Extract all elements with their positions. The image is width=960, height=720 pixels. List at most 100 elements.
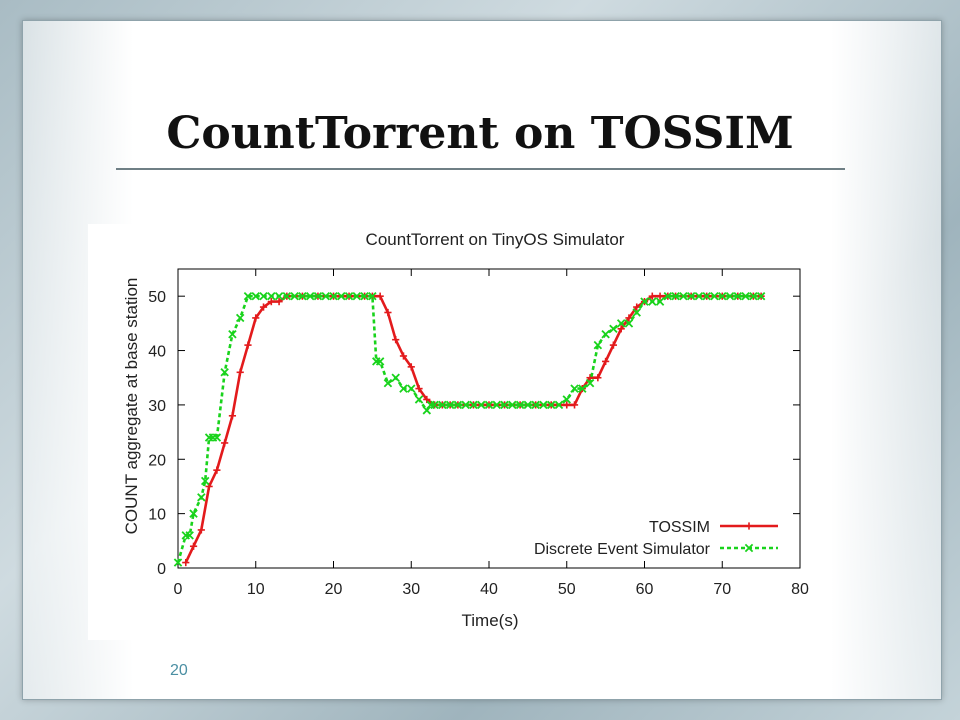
marker-stroke bbox=[655, 297, 665, 306]
data-point-des bbox=[212, 433, 222, 442]
x-tick-label: 80 bbox=[791, 581, 809, 598]
data-point-des bbox=[686, 291, 696, 301]
marker-stroke bbox=[212, 433, 222, 442]
data-point-des bbox=[749, 291, 758, 301]
data-point-des bbox=[251, 291, 260, 301]
marker-stroke bbox=[679, 291, 688, 301]
marker-stroke bbox=[189, 509, 198, 518]
marker-stroke bbox=[671, 291, 680, 301]
data-point-des bbox=[562, 395, 571, 404]
data-point-des bbox=[756, 291, 766, 301]
marker-stroke bbox=[749, 291, 758, 301]
slide-title: CountTorrent on TOSSIM bbox=[166, 108, 794, 159]
data-point-tossim bbox=[656, 292, 664, 300]
data-point-des bbox=[368, 291, 377, 301]
marker-stroke bbox=[710, 291, 719, 301]
data-point-tossim bbox=[570, 401, 579, 409]
x-tick-label: 60 bbox=[636, 581, 654, 598]
series-line-des bbox=[176, 294, 762, 563]
data-point-des bbox=[624, 319, 634, 328]
chart-title: CountTorrent on TinyOS Simulator bbox=[366, 230, 625, 249]
marker-stroke bbox=[235, 313, 245, 323]
marker-stroke bbox=[282, 291, 292, 301]
data-point-des bbox=[352, 291, 362, 301]
x-axis-label: Time(s) bbox=[462, 611, 519, 630]
marker-stroke bbox=[251, 291, 260, 301]
y-tick-label: 40 bbox=[148, 344, 166, 361]
marker-stroke bbox=[531, 400, 540, 410]
data-point-des bbox=[578, 384, 587, 393]
marker-stroke bbox=[609, 324, 618, 334]
data-point-des bbox=[407, 384, 416, 393]
y-tick-label: 30 bbox=[148, 398, 166, 415]
data-point-tossim bbox=[392, 336, 400, 344]
data-point-des bbox=[360, 291, 369, 301]
marker-stroke bbox=[290, 291, 299, 301]
data-point-des bbox=[391, 373, 400, 382]
marker-stroke bbox=[702, 291, 711, 301]
marker-stroke bbox=[274, 291, 284, 301]
data-point-des bbox=[648, 297, 657, 306]
data-point-des bbox=[173, 558, 183, 567]
x-tick-label: 0 bbox=[174, 581, 183, 598]
data-point-des bbox=[500, 400, 509, 410]
data-point-des bbox=[461, 400, 470, 410]
data-point-tossim bbox=[617, 325, 625, 333]
marker-stroke bbox=[546, 400, 556, 410]
marker-stroke bbox=[228, 329, 237, 339]
data-point-des bbox=[375, 357, 385, 366]
title-divider bbox=[116, 168, 845, 170]
x-tick-label: 10 bbox=[247, 581, 265, 598]
marker-stroke bbox=[632, 308, 641, 317]
data-point-des bbox=[546, 400, 556, 410]
marker-stroke bbox=[578, 384, 587, 393]
data-point-des bbox=[422, 406, 432, 415]
marker-stroke bbox=[469, 400, 478, 410]
data-point-tossim bbox=[275, 298, 283, 306]
data-point-des bbox=[640, 297, 649, 306]
data-point-des bbox=[671, 291, 680, 301]
marker-stroke bbox=[422, 406, 432, 415]
data-point-des bbox=[305, 291, 315, 301]
marker-stroke bbox=[500, 400, 509, 410]
data-point-des bbox=[200, 476, 210, 486]
data-point-des bbox=[235, 313, 245, 323]
data-point-des bbox=[185, 531, 194, 540]
marker-stroke bbox=[399, 384, 408, 393]
data-point-des bbox=[523, 400, 533, 410]
marker-stroke bbox=[383, 378, 393, 388]
data-point-des bbox=[593, 340, 603, 350]
data-point-des bbox=[585, 378, 595, 388]
marker-stroke bbox=[694, 291, 704, 301]
marker-stroke bbox=[329, 291, 338, 301]
data-point-des bbox=[616, 319, 626, 328]
data-point-des bbox=[570, 384, 579, 393]
data-point-des bbox=[344, 291, 354, 301]
data-point-des bbox=[228, 329, 237, 339]
marker-stroke bbox=[733, 291, 743, 301]
data-point-des bbox=[515, 400, 525, 410]
data-point-des bbox=[531, 400, 540, 410]
plot-area: 0 10 20 30 40 50 60 70 80 0 10 20 30 40 50 bbox=[148, 268, 809, 598]
data-point-des bbox=[702, 291, 711, 301]
data-point-des bbox=[601, 329, 610, 339]
marker-stroke bbox=[414, 395, 424, 404]
marker-stroke bbox=[640, 297, 649, 306]
marker-stroke bbox=[756, 291, 766, 301]
data-point-tossim bbox=[384, 308, 392, 317]
data-point-des bbox=[484, 400, 494, 410]
data-point-des bbox=[274, 291, 284, 301]
chart-legend: TOSSIM Discrete Event Simulator bbox=[534, 519, 778, 558]
data-point-tossim bbox=[407, 363, 415, 371]
marker-stroke bbox=[438, 400, 447, 410]
data-point-tossim bbox=[252, 314, 260, 322]
data-point-des bbox=[476, 400, 486, 410]
marker-stroke bbox=[430, 400, 439, 410]
data-point-tossim bbox=[563, 401, 571, 409]
data-point-des bbox=[259, 291, 268, 301]
marker-stroke bbox=[686, 291, 696, 301]
marker-stroke bbox=[476, 400, 486, 410]
data-point-tossim bbox=[609, 341, 617, 349]
data-point-tossim bbox=[415, 385, 423, 393]
marker-stroke bbox=[220, 368, 229, 377]
